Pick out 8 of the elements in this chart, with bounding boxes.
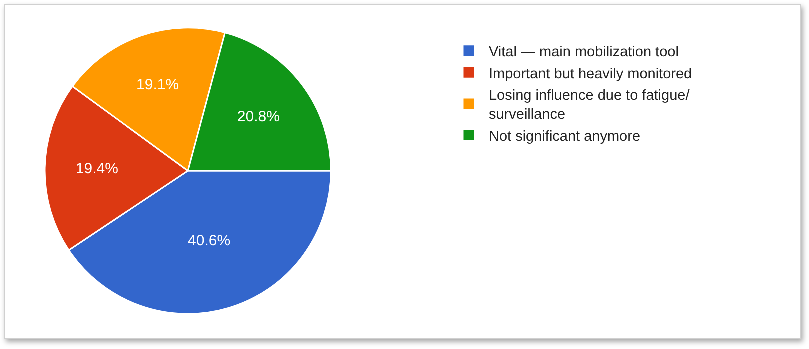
legend-label: Vital — main mobilization tool bbox=[488, 44, 679, 60]
data-label: 40.6% bbox=[188, 232, 231, 250]
data-label: 19.4% bbox=[76, 160, 118, 178]
legend-label: Losing influence due to fatigue/ surveillance bbox=[488, 88, 691, 124]
legend-label: Not significant anymore bbox=[488, 128, 641, 145]
data-label: 20.8% bbox=[237, 108, 280, 126]
data-label: 19.1% bbox=[136, 76, 180, 94]
legend-label: Important but heavily monitored bbox=[488, 66, 692, 82]
